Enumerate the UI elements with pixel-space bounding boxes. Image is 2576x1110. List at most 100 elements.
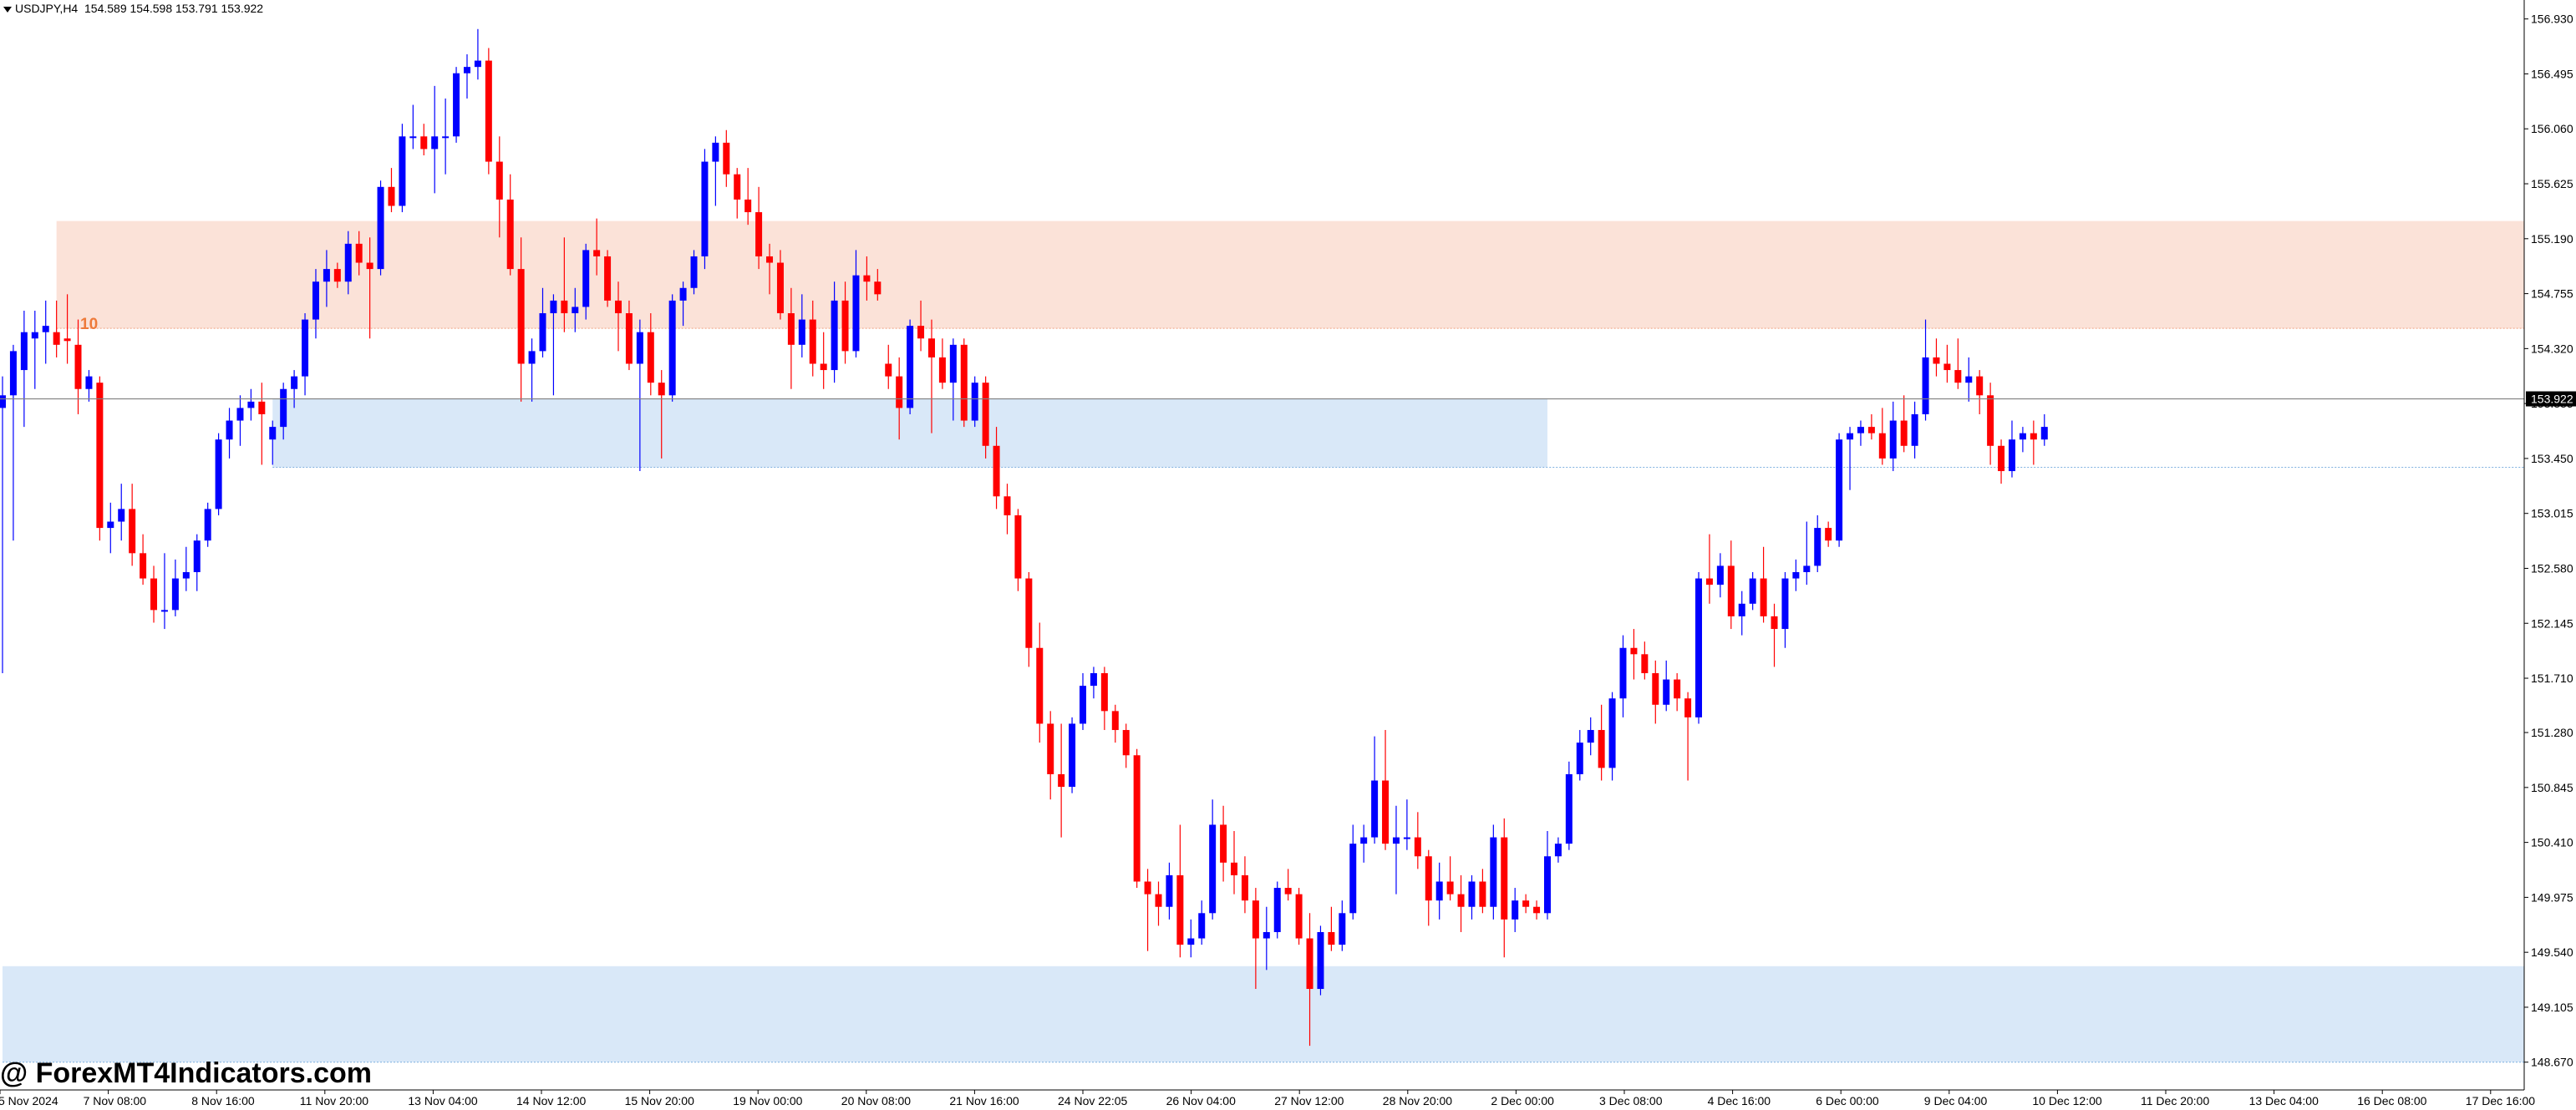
price-tick-label: 152.145 bbox=[2531, 616, 2573, 630]
price-tick-label: 148.670 bbox=[2531, 1056, 2573, 1069]
candle-body bbox=[1155, 894, 1162, 907]
candle-body bbox=[1144, 881, 1151, 895]
candle bbox=[474, 28, 481, 80]
candle-body bbox=[1080, 686, 1086, 724]
candle-body bbox=[96, 383, 104, 529]
price-tick-label: 155.625 bbox=[2531, 177, 2573, 190]
candle-body bbox=[1878, 433, 1886, 459]
candle bbox=[2040, 413, 2048, 446]
price-tick-label: 150.845 bbox=[2531, 781, 2573, 794]
candle bbox=[291, 370, 298, 408]
candle-body bbox=[1619, 647, 1627, 699]
candle bbox=[917, 300, 925, 352]
candle bbox=[1847, 427, 1854, 490]
candle bbox=[993, 427, 1000, 509]
candle-body bbox=[485, 60, 492, 162]
candle-body bbox=[776, 262, 784, 314]
candle-body bbox=[572, 307, 579, 314]
candle bbox=[1695, 572, 1703, 724]
candle-body bbox=[852, 275, 860, 352]
candle-body bbox=[85, 376, 93, 389]
candle bbox=[1090, 667, 1097, 699]
candle bbox=[1252, 888, 1259, 990]
candle bbox=[863, 256, 871, 301]
candle-body bbox=[1922, 357, 1929, 414]
candle bbox=[1878, 408, 1886, 465]
candle-body bbox=[302, 319, 309, 377]
time-tick-label: 5 Nov 2024 bbox=[0, 1094, 58, 1107]
candle-body bbox=[1900, 420, 1908, 446]
price-tick-label: 151.710 bbox=[2531, 672, 2573, 685]
candle bbox=[1663, 660, 1670, 712]
symbol-timeframe: USDJPY,H4 bbox=[15, 2, 79, 15]
candle bbox=[1144, 869, 1151, 951]
candle-body bbox=[1371, 780, 1379, 838]
time-tick-label: 19 Nov 00:00 bbox=[733, 1094, 802, 1107]
candle bbox=[723, 129, 730, 187]
candle-body bbox=[1025, 578, 1033, 648]
candle-body bbox=[280, 388, 287, 428]
candle-body bbox=[215, 439, 222, 509]
candle-body bbox=[874, 281, 882, 295]
candle bbox=[236, 395, 244, 446]
candle-body bbox=[1716, 565, 1724, 585]
candle-body bbox=[1533, 906, 1541, 914]
candle-body bbox=[1836, 439, 1843, 541]
candle bbox=[679, 281, 687, 327]
candle-body bbox=[539, 313, 546, 352]
candle bbox=[1674, 672, 1681, 712]
candle bbox=[1705, 534, 1713, 604]
candle bbox=[333, 262, 341, 288]
candle bbox=[1814, 514, 1821, 573]
candle-body bbox=[1792, 572, 1800, 579]
candle bbox=[755, 186, 763, 270]
candle-body bbox=[1231, 862, 1238, 875]
candle bbox=[582, 243, 590, 320]
candle bbox=[1792, 559, 1800, 591]
candle bbox=[668, 294, 676, 402]
price-tick-label: 154.755 bbox=[2531, 287, 2573, 301]
candle bbox=[31, 310, 38, 389]
candle-body bbox=[42, 326, 49, 332]
candle bbox=[1533, 900, 1541, 920]
candle-body bbox=[247, 401, 255, 408]
candle-body bbox=[1727, 565, 1735, 616]
candle bbox=[107, 502, 114, 554]
candle bbox=[1435, 862, 1443, 920]
candle bbox=[927, 319, 935, 433]
candle bbox=[517, 237, 525, 402]
candle-body bbox=[1382, 780, 1390, 844]
candle-body bbox=[907, 326, 914, 408]
candle-body bbox=[863, 275, 871, 282]
time-tick-label: 13 Nov 04:00 bbox=[408, 1094, 477, 1107]
time-tick-label: 17 Dec 16:00 bbox=[2466, 1094, 2535, 1107]
candle-body bbox=[1543, 856, 1551, 914]
candle-body bbox=[1403, 837, 1410, 839]
collapse-triangle-icon[interactable] bbox=[3, 6, 12, 13]
candle-body bbox=[1284, 888, 1292, 895]
candle bbox=[1943, 344, 1951, 383]
candle bbox=[1727, 540, 1735, 630]
time-tick-label: 15 Nov 20:00 bbox=[625, 1094, 694, 1107]
candle bbox=[409, 104, 417, 150]
candle-body bbox=[140, 553, 147, 579]
candle-body bbox=[1749, 578, 1756, 604]
candle-body bbox=[1252, 900, 1259, 939]
candle bbox=[907, 319, 914, 414]
candle bbox=[193, 534, 201, 591]
candle-body bbox=[550, 300, 557, 314]
candle-body bbox=[1976, 376, 1984, 396]
price-tick-label: 154.320 bbox=[2531, 342, 2573, 355]
candle bbox=[949, 338, 957, 421]
current-price-label: 153.922 bbox=[2531, 393, 2573, 406]
candle-body bbox=[2019, 433, 2026, 440]
candle-body bbox=[528, 351, 536, 364]
candle-body bbox=[1100, 672, 1108, 712]
time-tick-label: 20 Nov 08:00 bbox=[841, 1094, 911, 1107]
candle-body bbox=[658, 383, 665, 396]
candle-body bbox=[841, 300, 849, 352]
candle-body bbox=[1943, 363, 1951, 371]
candle bbox=[42, 300, 49, 364]
